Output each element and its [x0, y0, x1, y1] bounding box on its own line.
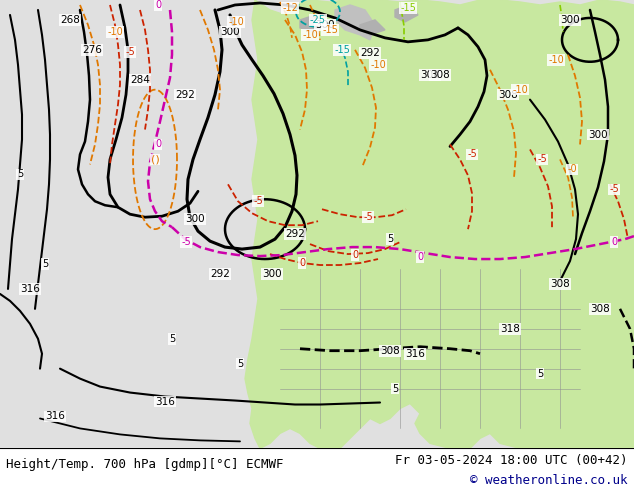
Text: 5: 5	[42, 259, 48, 269]
Text: 308: 308	[498, 90, 518, 99]
Text: 308: 308	[590, 304, 610, 314]
Text: 5: 5	[392, 384, 398, 393]
Text: -5: -5	[253, 196, 263, 206]
Text: 0: 0	[417, 252, 423, 262]
Polygon shape	[395, 5, 418, 22]
Text: -10: -10	[548, 55, 564, 65]
Text: -25: -25	[310, 15, 326, 25]
Text: Fr 03-05-2024 18:00 UTC (00+42): Fr 03-05-2024 18:00 UTC (00+42)	[395, 454, 628, 466]
Text: © weatheronline.co.uk: © weatheronline.co.uk	[470, 474, 628, 488]
Text: 0: 0	[611, 237, 617, 247]
Text: 316: 316	[20, 284, 40, 294]
Text: -10: -10	[228, 17, 244, 27]
Text: 5: 5	[387, 234, 393, 244]
Text: 316: 316	[45, 412, 65, 421]
Text: 316: 316	[155, 396, 175, 407]
Polygon shape	[500, 110, 555, 159]
Text: 292: 292	[210, 269, 230, 279]
Text: 308: 308	[550, 279, 570, 289]
Text: -5: -5	[609, 184, 619, 195]
Text: -10: -10	[302, 30, 318, 40]
Text: 300: 300	[315, 20, 335, 30]
Text: -10: -10	[512, 85, 528, 95]
Polygon shape	[300, 15, 325, 32]
Text: -5: -5	[537, 154, 547, 165]
Text: -5: -5	[125, 47, 135, 57]
Text: 292: 292	[175, 90, 195, 99]
Text: 0: 0	[352, 250, 358, 260]
Text: 308: 308	[380, 346, 400, 356]
Text: 276: 276	[82, 45, 102, 55]
Text: 300: 300	[588, 129, 608, 140]
Text: Height/Temp. 700 hPa [gdmp][°C] ECMWF: Height/Temp. 700 hPa [gdmp][°C] ECMWF	[6, 458, 284, 471]
Text: 0: 0	[299, 258, 305, 268]
Text: 268: 268	[60, 15, 80, 25]
Text: 292: 292	[285, 229, 305, 239]
Text: -0: -0	[567, 164, 577, 174]
Polygon shape	[245, 0, 634, 448]
Text: -15: -15	[400, 3, 416, 13]
Text: 308: 308	[420, 70, 440, 80]
Text: -15: -15	[334, 45, 350, 55]
Text: 300: 300	[560, 15, 580, 25]
Text: 5: 5	[17, 170, 23, 179]
Text: 5: 5	[237, 359, 243, 368]
Text: -5: -5	[467, 149, 477, 159]
Text: 318: 318	[500, 324, 520, 334]
Text: 292: 292	[360, 48, 380, 58]
Text: -15: -15	[322, 25, 338, 35]
Text: -5: -5	[363, 212, 373, 222]
Text: 300: 300	[185, 214, 205, 224]
Text: -10: -10	[370, 60, 386, 70]
Polygon shape	[335, 5, 375, 40]
Text: -5: -5	[181, 237, 191, 247]
Text: -12: -12	[282, 3, 298, 13]
Text: 284: 284	[130, 74, 150, 85]
Polygon shape	[360, 20, 385, 35]
Text: 300: 300	[220, 27, 240, 37]
Text: -10: -10	[107, 27, 123, 37]
Text: 0: 0	[155, 140, 161, 149]
Text: (): ()	[151, 154, 159, 165]
Text: 316: 316	[405, 349, 425, 359]
Text: 300: 300	[262, 269, 281, 279]
Text: 5: 5	[169, 334, 175, 344]
Text: 5: 5	[537, 368, 543, 379]
Text: 0: 0	[155, 0, 161, 10]
Text: 308: 308	[430, 70, 450, 80]
